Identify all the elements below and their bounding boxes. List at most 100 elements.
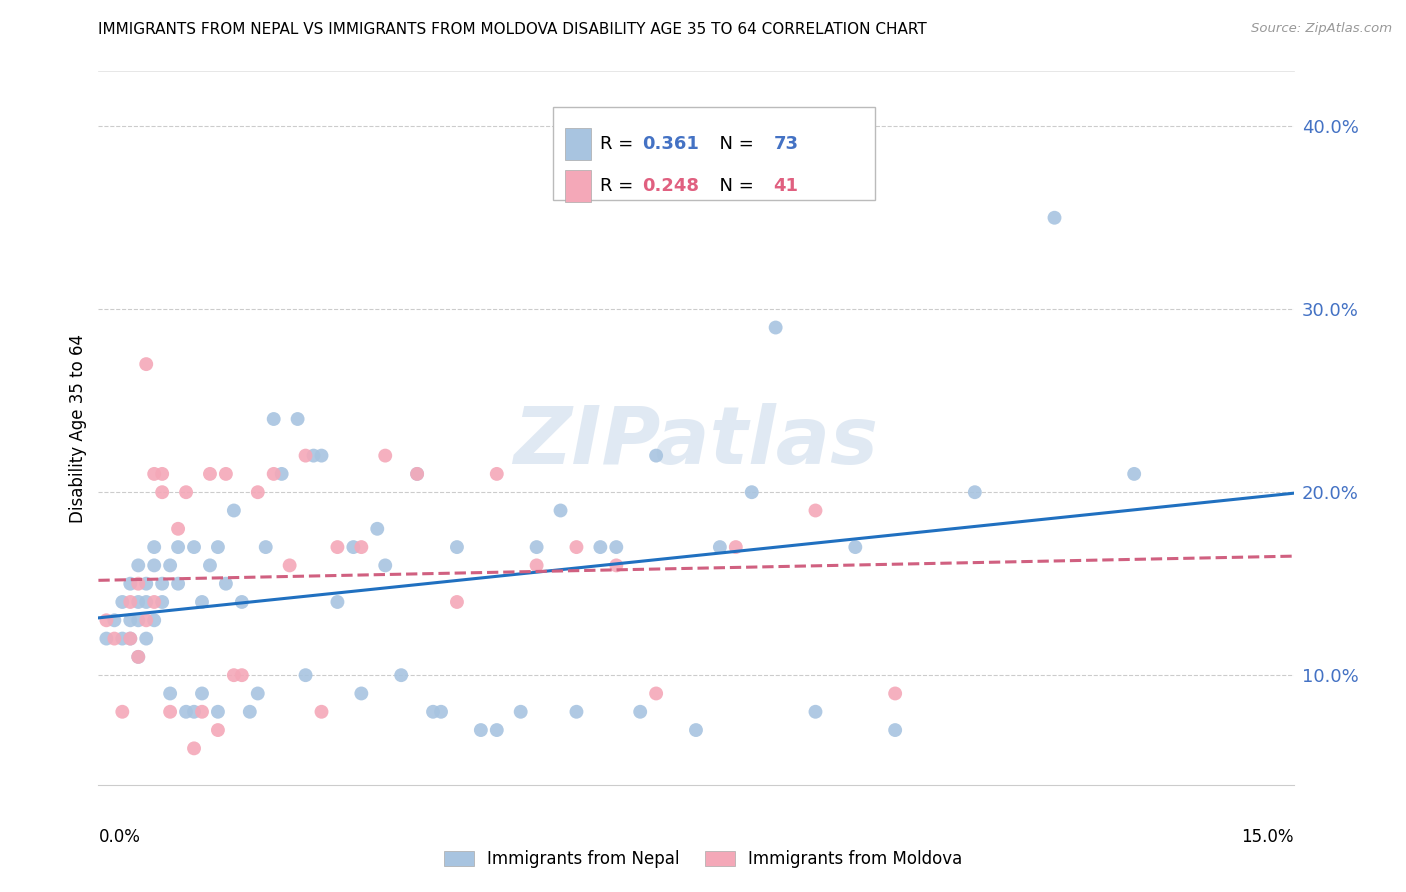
Point [120,595,142,609]
Point [645,449,668,463]
Point [326,540,349,554]
Point [159,705,181,719]
Point [302,449,325,463]
Point [263,412,285,426]
Point [645,686,668,700]
Point [222,503,245,517]
Point [263,467,285,481]
Point [884,723,907,737]
Point [120,632,142,646]
Point [167,540,190,554]
Point [127,649,149,664]
Point [150,467,173,481]
Point [239,705,262,719]
Point [628,705,651,719]
Text: ZIPatlas: ZIPatlas [513,403,879,482]
Point [526,558,548,573]
Text: N =: N = [709,136,759,153]
Point [215,467,238,481]
Point [198,467,221,481]
Point [350,686,373,700]
Point [550,503,572,517]
Point [231,668,253,682]
Point [135,576,157,591]
Point [294,668,316,682]
Point [222,668,245,682]
Point [159,558,181,573]
Point [765,320,787,334]
Point [366,522,388,536]
Point [326,595,349,609]
Point [685,723,707,737]
Point [605,540,627,554]
Point [135,613,157,627]
Point [485,467,508,481]
Point [884,686,907,700]
Point [1043,211,1066,225]
Point [246,485,269,500]
Point [191,595,214,609]
Point [422,705,444,719]
Point [406,467,429,481]
Text: N =: N = [709,177,759,194]
Point [605,558,627,573]
Point [406,467,429,481]
Point [374,558,396,573]
Point [246,686,269,700]
Point [724,540,747,554]
Point [589,540,612,554]
Point [174,485,197,500]
Point [311,449,333,463]
Text: 0.0%: 0.0% [98,828,141,846]
Point [111,595,134,609]
Point [191,705,214,719]
Point [96,613,118,627]
Point [135,595,157,609]
Point [135,632,157,646]
Point [127,558,149,573]
Point [231,595,253,609]
Point [127,576,149,591]
Point [150,485,173,500]
Point [741,485,763,500]
Text: IMMIGRANTS FROM NEPAL VS IMMIGRANTS FROM MOLDOVA DISABILITY AGE 35 TO 64 CORRELA: IMMIGRANTS FROM NEPAL VS IMMIGRANTS FROM… [98,22,927,37]
Text: Source: ZipAtlas.com: Source: ZipAtlas.com [1251,22,1392,36]
Point [207,705,229,719]
Point [198,558,221,573]
Point [709,540,731,554]
FancyBboxPatch shape [553,107,876,200]
Text: 15.0%: 15.0% [1241,828,1294,846]
Text: 0.248: 0.248 [643,177,699,194]
Point [96,632,118,646]
Point [430,705,453,719]
Point [446,540,468,554]
Point [183,705,205,719]
Point [526,540,548,554]
Point [143,467,166,481]
Point [120,632,142,646]
Point [278,558,301,573]
Point [389,668,412,682]
Point [143,540,166,554]
Point [963,485,986,500]
Point [183,540,205,554]
Legend: Immigrants from Nepal, Immigrants from Moldova: Immigrants from Nepal, Immigrants from M… [437,844,969,875]
Point [120,576,142,591]
Point [127,613,149,627]
Point [374,449,396,463]
Point [207,540,229,554]
Point [270,467,292,481]
Point [1123,467,1146,481]
Point [342,540,364,554]
Point [287,412,309,426]
Point [311,705,333,719]
Point [294,449,316,463]
Y-axis label: Disability Age 35 to 64: Disability Age 35 to 64 [69,334,87,523]
Point [350,540,373,554]
Point [844,540,866,554]
Point [143,613,166,627]
Point [183,741,205,756]
Point [103,613,125,627]
Text: 41: 41 [773,177,799,194]
FancyBboxPatch shape [565,128,591,161]
